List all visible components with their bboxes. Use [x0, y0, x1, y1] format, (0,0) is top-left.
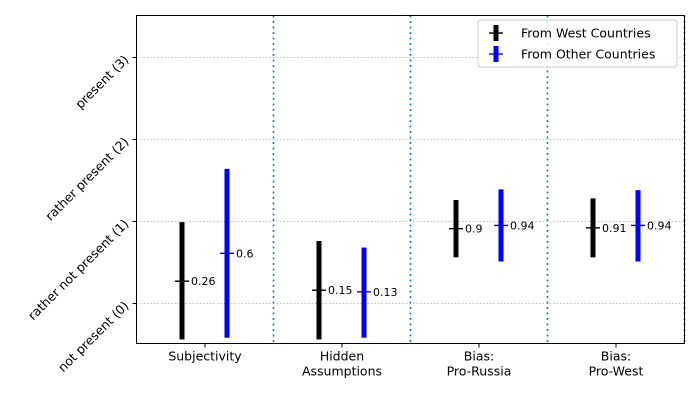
y-tick-label-2: rather present (2)	[42, 134, 132, 224]
value-label-s0-c3: 0.91	[602, 222, 627, 235]
error-bar-s1-c1	[361, 247, 367, 338]
value-label-s0-c2: 0.9	[465, 223, 483, 236]
x-tick-label-2-1: Pro-Russia	[447, 364, 512, 379]
y-tick-label-0: not present (0)	[55, 298, 132, 375]
value-label-s0-c0: 0.26	[191, 275, 216, 288]
x-axis-ticks: Subjectivity HiddenAssumptionsBias:Pro-Ru…	[168, 343, 644, 379]
legend-label-0: From West Countries	[521, 26, 651, 41]
value-label-s1-c2: 0.94	[510, 219, 535, 232]
y-tick-label-3: present (3)	[72, 52, 132, 112]
plot-frame	[136, 15, 685, 344]
value-label-s1-c1: 0.13	[373, 286, 398, 299]
legend-label-1: From Other Countries	[521, 47, 655, 62]
value-label-s0-c1: 0.15	[328, 284, 353, 297]
bars-layer: 0.26 0.15 0.9 0.91 0.6 0.13 0.94 0.94	[175, 168, 672, 340]
x-tick-label-2-0: Bias:	[464, 349, 494, 364]
value-label-s1-c0: 0.6	[236, 247, 254, 260]
value-label-s1-c3: 0.94	[647, 219, 672, 232]
x-tick-label-3-0: Bias:	[601, 349, 631, 364]
x-tick-label-0-0: Subjectivity	[168, 349, 242, 364]
x-tick-label-1-1: Assumptions	[302, 364, 382, 379]
legend-box	[477, 19, 678, 68]
x-tick-label-3-1: Pro-West	[589, 364, 644, 379]
legend: From West Countries From Other Countries	[477, 19, 678, 68]
x-tick-label-1-0: Hidden	[320, 349, 364, 364]
y-axis-ticks: not present (0)rather not present (1)rat…	[25, 52, 137, 375]
